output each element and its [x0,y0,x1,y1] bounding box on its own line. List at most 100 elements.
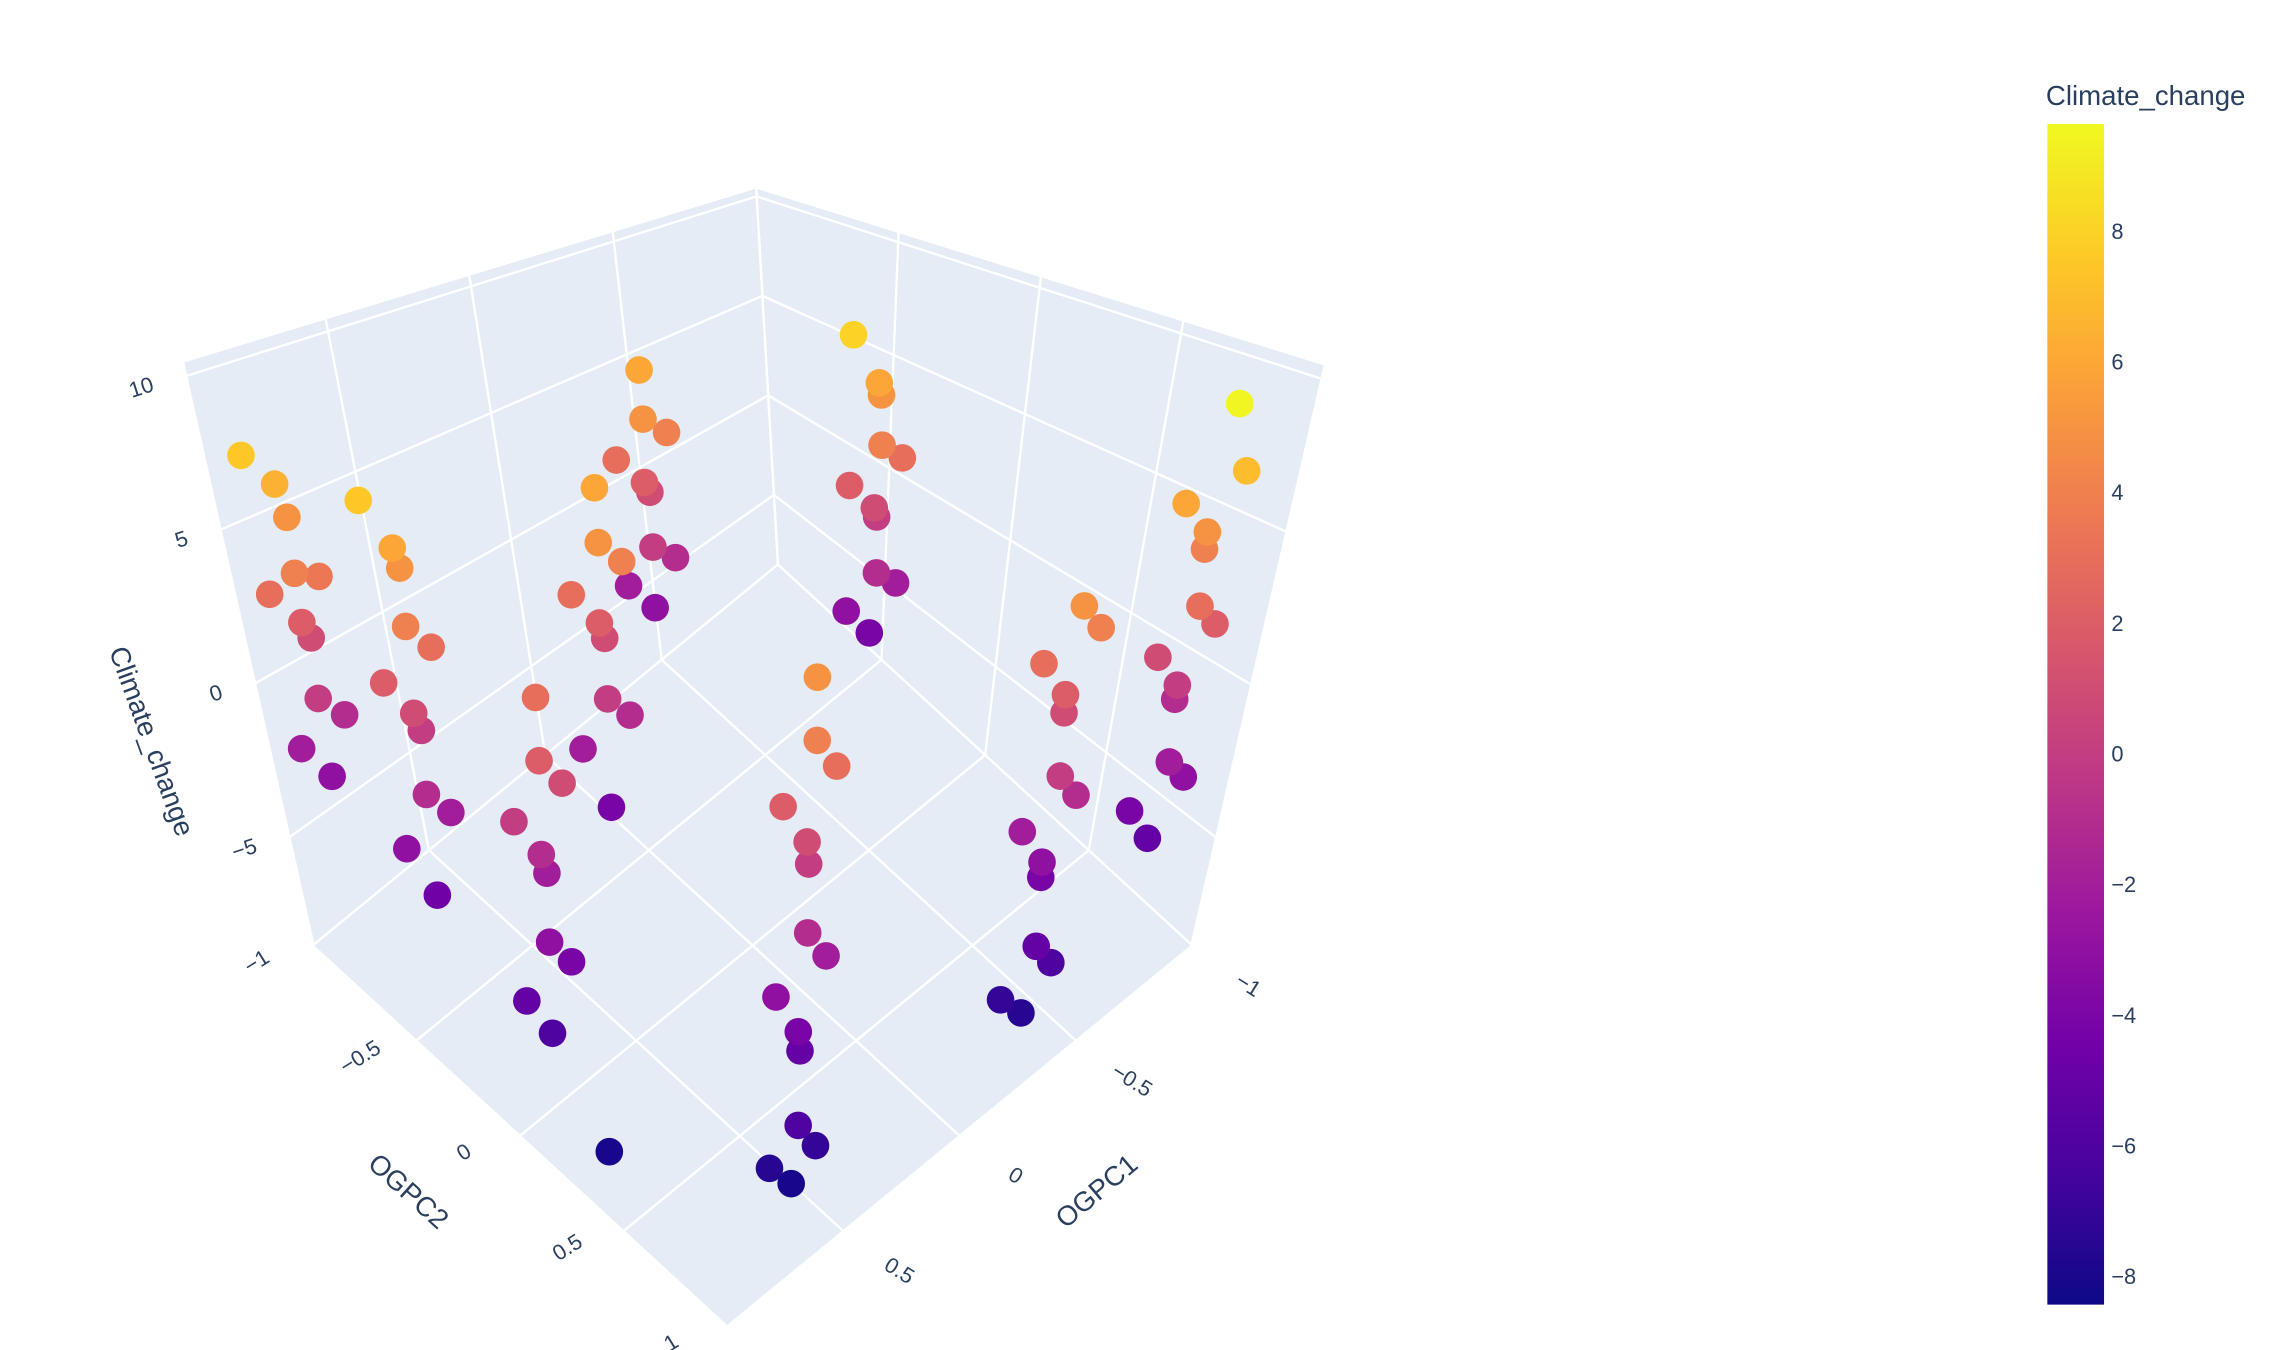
point [417,633,445,662]
point [784,1017,813,1046]
point [762,983,790,1011]
point [865,369,894,397]
point [614,571,643,600]
z-axis-title: Climate_change [103,642,200,840]
point [513,987,541,1015]
grid-line [287,493,775,839]
point [557,580,586,609]
point [1051,680,1080,709]
point [593,685,622,713]
point [1115,797,1144,825]
point [801,1131,830,1160]
colorbar-tick-label: −8 [2111,1264,2136,1289]
point [1087,613,1115,642]
point [629,405,657,433]
wall [756,186,1327,946]
z-tick-label: 5 [172,525,191,553]
x-tick-label: 0.5 [880,1252,919,1289]
grid-line [324,317,431,851]
point [423,881,452,909]
axis-line [755,184,1327,366]
point [1007,999,1035,1027]
point [641,593,669,622]
point [1193,518,1222,546]
x-axis-title: OGPC1 [1049,1148,1143,1234]
grid-line [726,944,1194,1328]
point [305,562,333,591]
colorbar-tick-label: 8 [2111,219,2123,244]
point [803,726,832,755]
y-tick-label: 1 [659,1329,683,1350]
y-tick-label: −1 [239,944,273,978]
point [273,503,301,532]
point [344,486,373,515]
colorbar-tick-label: −2 [2111,872,2136,897]
point [784,1111,812,1140]
colorbar-tick-label: −6 [2111,1134,2136,1159]
point [1133,824,1162,853]
point [1030,649,1058,678]
z-tick-label: 10 [126,371,157,402]
colorbar [2047,123,2105,1305]
point [330,701,359,729]
point [835,471,864,500]
axis-line [1190,363,1329,946]
point [597,793,626,822]
point [793,828,821,856]
point [288,608,316,637]
point [1008,817,1037,846]
axis-line [179,360,315,946]
point [888,444,917,472]
z-tick-label: −5 [228,833,259,864]
point [1225,389,1254,418]
z-tick-label: 0 [206,679,225,707]
point [521,683,550,712]
point [1232,457,1261,485]
point [860,494,889,522]
point [1172,489,1201,518]
point [378,534,407,562]
point [527,840,556,869]
x-tick-label: −1 [1231,968,1265,1002]
point [287,734,316,763]
point [1070,592,1099,620]
point [1046,762,1075,790]
point [304,684,333,713]
point [812,942,840,970]
point [777,1169,805,1198]
y-tick-label: 0.5 [548,1229,587,1266]
point [868,431,896,459]
point [862,559,891,587]
point [535,928,564,956]
point [602,446,631,474]
point [625,356,653,384]
x-tick-label: 0 [1004,1161,1028,1189]
y-tick-label: −0.5 [335,1035,385,1079]
point [595,1137,624,1166]
point [580,473,609,502]
point [832,597,861,625]
colorbar-tick-label: −4 [2111,1003,2136,1028]
grid-line [184,195,758,378]
point [548,769,576,797]
grid-line [622,849,1090,1233]
grid-line [767,394,1253,687]
point [794,850,823,878]
point [391,612,420,641]
point [1062,781,1090,809]
point [755,1154,784,1183]
scene: −1−0.500.51−1−0.500.51−50510OGPC1OGPC2Cl… [103,184,1329,1350]
point [661,543,690,572]
colorbar-tick-label: 6 [2111,349,2123,374]
point [769,792,797,821]
grid-line [415,658,883,1042]
point [639,533,667,561]
colorbar-tick-label: 4 [2111,480,2123,505]
grid-line [754,186,780,565]
point [1028,848,1056,876]
point [986,985,1015,1014]
point [1022,932,1051,961]
point [500,807,528,836]
